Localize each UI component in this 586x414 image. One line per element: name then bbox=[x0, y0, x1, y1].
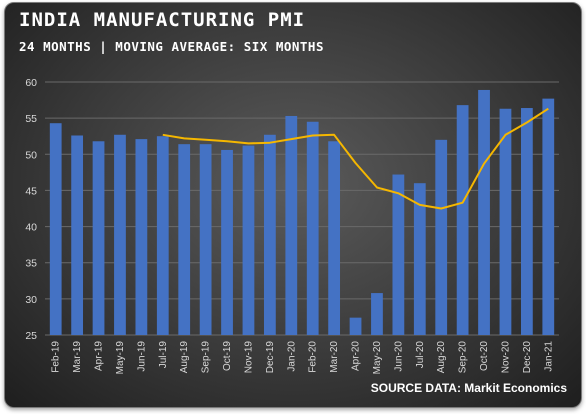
x-tick-label: Jan-20 bbox=[286, 341, 297, 372]
bar bbox=[392, 174, 405, 335]
bar bbox=[285, 115, 298, 335]
bar bbox=[178, 144, 191, 335]
x-tick-label: Mar-19 bbox=[72, 341, 83, 373]
y-tick-label: 25 bbox=[25, 330, 37, 342]
x-tick-label: May-19 bbox=[115, 341, 126, 375]
y-tick-label: 40 bbox=[25, 222, 37, 234]
x-tick-label: Jun-19 bbox=[136, 341, 147, 372]
x-tick-label: Dec-19 bbox=[265, 341, 276, 374]
x-tick-label: Oct-19 bbox=[222, 341, 233, 371]
y-tick-label: 55 bbox=[25, 113, 37, 125]
bar bbox=[156, 136, 169, 335]
bar-series bbox=[49, 89, 555, 336]
x-axis-ticks: Feb-19 Mar-19 Apr-19 May-19 Jun-19 Jul-19 Aug-… bbox=[51, 341, 555, 375]
chart-panel: INDIA MANUFACTURING PMI 24 MONTHS | MOVI… bbox=[4, 2, 582, 408]
bar bbox=[71, 135, 84, 335]
x-tick-label: Mar-20 bbox=[329, 341, 340, 373]
x-tick-label: Jul-19 bbox=[158, 341, 169, 369]
y-tick-label: 35 bbox=[25, 258, 37, 270]
x-tick-label: Dec-20 bbox=[522, 341, 533, 374]
x-tick-label: Oct-20 bbox=[479, 341, 490, 371]
source-note: SOURCE DATA: Markit Economics bbox=[370, 381, 567, 395]
bar bbox=[371, 293, 383, 335]
bar bbox=[349, 317, 362, 335]
bar bbox=[478, 89, 490, 335]
chart-subtitle: 24 MONTHS | MOVING AVERAGE: SIX MONTHS bbox=[19, 39, 324, 54]
x-tick-label: May-20 bbox=[372, 341, 383, 375]
x-tick-label: Feb-20 bbox=[308, 341, 319, 373]
x-tick-label: Nov-19 bbox=[243, 341, 254, 374]
y-tick-label: 60 bbox=[25, 77, 37, 89]
bar bbox=[413, 183, 426, 335]
bar bbox=[242, 145, 255, 335]
bar bbox=[92, 141, 105, 335]
bar bbox=[221, 149, 233, 335]
x-tick-label: Aug-20 bbox=[436, 341, 447, 374]
bar bbox=[114, 134, 126, 335]
x-tick-label: Apr-19 bbox=[94, 341, 105, 371]
y-tick-label: 50 bbox=[25, 149, 37, 161]
bar bbox=[328, 141, 341, 335]
bar bbox=[306, 121, 319, 335]
x-tick-label: Apr-20 bbox=[351, 341, 362, 371]
x-tick-label: Jan-21 bbox=[543, 341, 554, 372]
plot-area: 25 30 35 40 45 50 55 60 Feb-19 Mar-19 Apr-19 May-1… bbox=[25, 77, 559, 375]
x-tick-label: Aug-19 bbox=[179, 341, 190, 374]
gridlines bbox=[45, 81, 559, 336]
y-tick-label: 45 bbox=[25, 185, 37, 197]
x-tick-label: Jun-20 bbox=[393, 341, 404, 372]
x-tick-label: Sep-19 bbox=[201, 341, 212, 374]
bar bbox=[456, 105, 469, 335]
x-tick-label: Nov-20 bbox=[500, 341, 511, 374]
x-tick-label: Jul-20 bbox=[415, 341, 426, 369]
bar bbox=[135, 139, 148, 335]
bar bbox=[435, 139, 448, 335]
bar bbox=[520, 108, 533, 335]
chart-title: INDIA MANUFACTURING PMI bbox=[19, 9, 306, 31]
y-axis-ticks: 25 30 35 40 45 50 55 60 bbox=[25, 77, 37, 342]
x-tick-label: Feb-19 bbox=[51, 341, 62, 373]
bar bbox=[499, 108, 512, 335]
x-tick-label: Sep-20 bbox=[458, 341, 469, 374]
moving-average-line bbox=[162, 107, 549, 210]
bar bbox=[542, 98, 555, 335]
bar bbox=[199, 144, 212, 335]
bar bbox=[263, 134, 276, 335]
y-tick-label: 30 bbox=[25, 294, 37, 306]
moving-average-series bbox=[162, 107, 549, 210]
bar bbox=[49, 123, 62, 336]
